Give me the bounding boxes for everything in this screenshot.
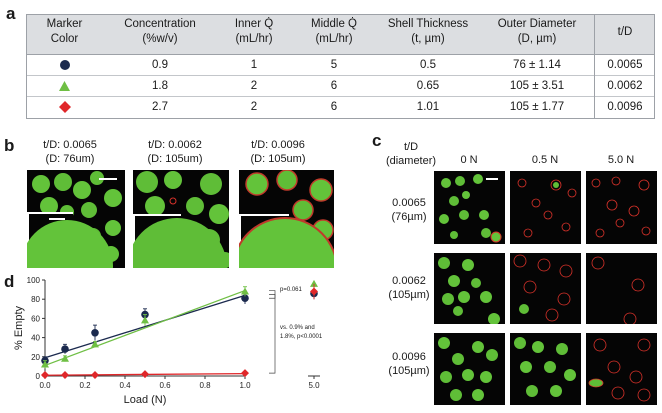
x-tick-label: 1.0 <box>239 381 251 390</box>
header-middle-flow: Middle Q̇ (mL/hr) <box>310 18 358 45</box>
data-point-circle <box>91 329 99 337</box>
panel-b-caption-3: t/D: 0.0096 (D: 105um) <box>250 139 306 165</box>
data-point-diamond <box>141 370 149 379</box>
cell-shell-thickness: 1.01 <box>416 101 440 113</box>
micrograph-c-r3-0-5n <box>510 333 581 405</box>
header-marker-color: Marker Color <box>46 18 83 45</box>
cell-t-over-d: 0.0062 <box>607 80 643 92</box>
micrograph-c-r1-0-5n <box>510 171 581 244</box>
data-point-circle <box>241 294 249 303</box>
x-axis-label: Load (N) <box>124 394 167 406</box>
cell-outer-diameter: 105 ± 1.77 <box>509 101 565 113</box>
micrograph-c-r1-0n <box>434 171 505 244</box>
data-point-diamond <box>61 371 69 380</box>
percent-empty-chart: 0 20 40 60 80 100 0.0 0.2 0.4 0.6 0.8 1.0 5.0 Load (N… <box>0 268 340 413</box>
cell-inner-flow: 2 <box>250 101 258 113</box>
y-tick-label: 40 <box>31 334 40 343</box>
cell-concentration: 2.7 <box>152 101 168 113</box>
micrograph-c-r1-5n <box>586 171 657 244</box>
row-label-2: 0.0062 (105µm) <box>388 275 430 301</box>
cell-t-over-d: 0.0065 <box>607 59 643 71</box>
x-tick-label: 0.0 <box>39 381 51 390</box>
data-point-triangle <box>61 354 69 362</box>
micrograph-c-r3-0n <box>434 333 505 405</box>
fit-line-triangle <box>44 289 246 367</box>
micrograph-c-r2-0-5n <box>510 253 581 324</box>
column-header-0n: 0 N <box>460 154 478 166</box>
x-tick-label: 0.8 <box>199 381 211 390</box>
row-label-1: 0.0065 (76µm) <box>391 197 427 223</box>
row-label-3: 0.0096 (105µm) <box>388 351 430 377</box>
micrograph-c-r2-5n <box>586 253 657 324</box>
micrograph-c-r3-5n <box>586 333 657 405</box>
x-tick-label-break: 5.0 <box>308 381 320 390</box>
cell-concentration: 1.8 <box>152 80 168 92</box>
y-tick-label: 80 <box>31 295 40 304</box>
annotation-p-value-2: vs. 0.9% and 1.8%, p<0.0001 <box>280 325 323 340</box>
table-row: 0.9 1 5 0.5 76 ± 1.14 0.0065 <box>27 55 654 76</box>
panel-letter-a: a <box>6 4 16 23</box>
panel-letter-d: d <box>4 272 15 291</box>
fit-line-circle <box>44 294 246 359</box>
data-point-circle <box>61 345 69 353</box>
data-point-diamond <box>41 371 49 380</box>
micrograph-b-2 <box>133 170 229 268</box>
chart-canvas: 0 20 40 60 80 100 0.0 0.2 0.4 0.6 0.8 1.0 5.0 Load (N… <box>13 276 320 406</box>
x-tick-label: 0.4 <box>119 381 131 390</box>
cell-concentration: 0.9 <box>152 59 168 71</box>
cell-middle-flow: 5 <box>330 59 338 71</box>
y-tick-label: 60 <box>31 314 40 323</box>
micrograph-b-3 <box>239 170 334 268</box>
data-point-triangle <box>241 287 249 295</box>
cell-outer-diameter: 105 ± 3.51 <box>509 80 565 92</box>
header-concentration: Concentration (%w/v) <box>124 18 196 45</box>
data-point-diamond <box>241 369 249 378</box>
header-shell-thickness: Shell Thickness (t, µm) <box>387 18 469 45</box>
panel-b-caption-1: t/D: 0.0065 (D: 76um) <box>43 139 97 165</box>
column-header-0-5n: 0.5 N <box>531 154 559 166</box>
micrograph-b-1 <box>27 170 125 268</box>
panel-letter-b: b <box>4 136 15 155</box>
parameter-table: Marker Color Concentration (%w/v) Inner … <box>26 14 655 119</box>
panel-b-caption-2: t/D: 0.0062 (D: 105um) <box>147 139 203 165</box>
x-tick-label: 0.6 <box>159 381 171 390</box>
data-point-triangle <box>91 340 99 348</box>
chart-axes: 0 20 40 60 80 100 0.0 0.2 0.4 0.6 0.8 1.0 5.0 Load (N… <box>13 276 320 406</box>
y-tick-label: 0 <box>36 372 41 381</box>
column-header-5n: 5.0 N <box>607 154 635 166</box>
table-divider <box>594 15 595 118</box>
marker-circle-icon <box>27 59 102 76</box>
significance-bracket-2 <box>269 294 276 374</box>
cell-t-over-d: 0.0096 <box>607 101 643 113</box>
table-row: 1.8 2 6 0.65 105 ± 3.51 0.0062 <box>27 76 654 97</box>
cell-middle-flow: 6 <box>330 80 338 92</box>
cell-outer-diameter: 76 ± 1.14 <box>513 59 561 71</box>
header-inner-flow: Inner Q̇ (mL/hr) <box>234 18 274 45</box>
annotation-p-value-1: p=0.061 <box>280 287 302 293</box>
marker-triangle-icon <box>27 80 102 97</box>
cell-inner-flow: 1 <box>250 59 258 71</box>
cell-middle-flow: 6 <box>330 101 338 113</box>
data-point-break-triangle <box>310 279 318 287</box>
data-point-triangle <box>141 316 149 324</box>
cell-shell-thickness: 0.5 <box>420 59 436 71</box>
y-tick-label: 100 <box>27 276 41 285</box>
x-tick-label: 0.2 <box>79 381 91 390</box>
header-outer-diameter: Outer Diameter (D, µm) <box>497 18 577 45</box>
data-point-break-diamond <box>310 287 318 296</box>
panel-letter-c: c <box>372 131 382 150</box>
cell-shell-thickness: 0.65 <box>416 80 440 92</box>
panel-c-corner-header: t/D (diameter) <box>385 141 437 167</box>
table-header-row: Marker Color Concentration (%w/v) Inner … <box>27 15 654 55</box>
y-tick-label: 20 <box>31 353 40 362</box>
y-axis-label: % Empty <box>13 305 25 350</box>
data-point-diamond <box>91 371 99 380</box>
data-point-triangle <box>41 360 49 368</box>
table-row: 2.7 2 6 1.01 105 ± 1.77 0.0096 <box>27 97 654 118</box>
header-t-over-d: t/D <box>617 26 633 38</box>
micrograph-c-r2-0n <box>434 253 505 324</box>
marker-diamond-icon <box>27 100 102 119</box>
cell-inner-flow: 2 <box>250 80 258 92</box>
chart-marks <box>41 279 318 380</box>
